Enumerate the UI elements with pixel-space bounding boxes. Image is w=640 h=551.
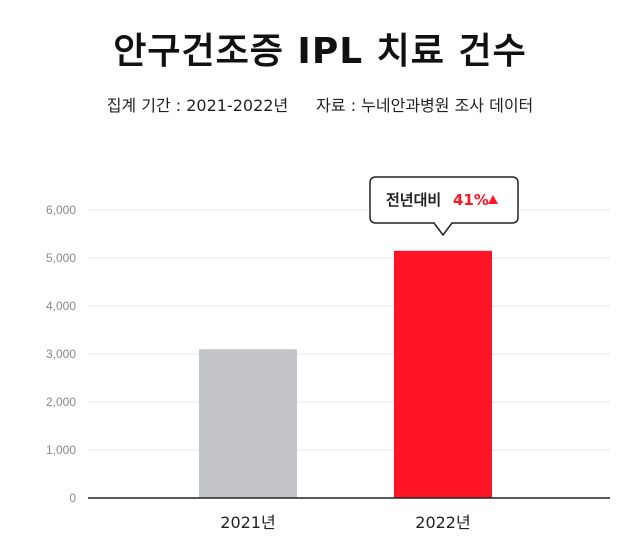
y-tick-label: 6,000	[46, 203, 76, 217]
y-tick-label: 4,000	[46, 299, 76, 313]
y-tick-label: 0	[69, 491, 76, 505]
y-axis-ticks: 0 1,000 2,000 3,000 4,000 5,000 6,000	[46, 203, 76, 505]
source-label: 자료 : 누네안과병원 조사 데이터	[316, 96, 534, 115]
y-tick-label: 1,000	[46, 443, 76, 457]
y-tick-label: 3,000	[46, 347, 76, 361]
x-axis-labels: 2021년 2022년	[220, 513, 470, 532]
y-tick-label: 2,000	[46, 395, 76, 409]
chart-subtitle: 집계 기간 : 2021-2022년 자료 : 누네안과병원 조사 데이터	[0, 92, 640, 116]
bar-curr-year	[394, 250, 492, 498]
chart-title: 안구건조증 IPL 치료 건수	[113, 31, 527, 72]
period-label: 집계 기간 : 2021-2022년	[106, 96, 289, 115]
callout-label: 전년대비	[386, 191, 441, 209]
y-tick-label: 5,000	[46, 251, 76, 265]
change-callout: 전년대비 41%	[369, 176, 519, 237]
callout-bubble	[369, 176, 519, 237]
x-category-label: 2021년	[220, 513, 275, 532]
x-category-label: 2022년	[415, 513, 470, 532]
bars	[199, 250, 492, 498]
bar-prev-year	[199, 349, 297, 498]
grid-lines	[88, 209, 610, 451]
triangle-up-icon	[488, 195, 498, 204]
callout-value: 41%	[453, 191, 489, 209]
